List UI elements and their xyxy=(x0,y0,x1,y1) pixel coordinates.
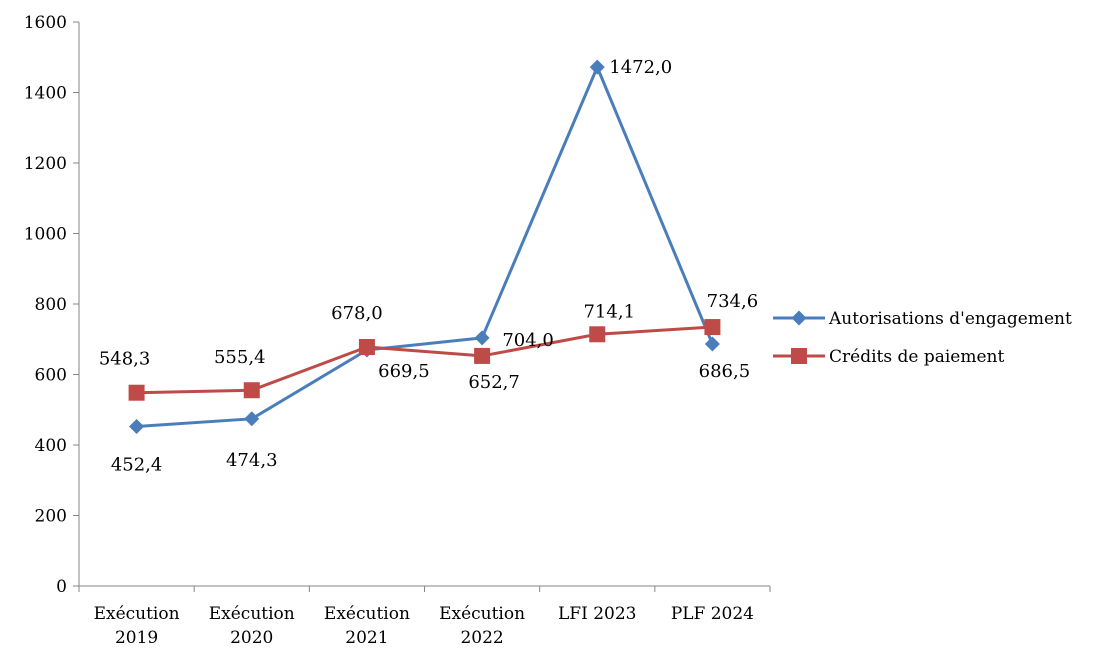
data-label: 1472,0 xyxy=(609,57,672,78)
x-tick-label: LFI 2023 xyxy=(558,604,636,624)
legend-marker xyxy=(791,310,807,326)
y-tick-label: 1400 xyxy=(24,84,67,104)
series-line-cp xyxy=(136,325,713,395)
x-tick-label: Exécution 2022 xyxy=(439,604,525,648)
series-lines xyxy=(128,59,721,435)
x-tick-label: Exécution 2020 xyxy=(209,604,295,648)
y-tick-label: 1600 xyxy=(24,13,67,33)
legend-label: Crédits de paiement xyxy=(829,347,1004,367)
data-point-ae xyxy=(129,419,145,435)
data-label: 548,3 xyxy=(99,349,151,370)
data-point-ae xyxy=(704,336,720,352)
data-label: 686,5 xyxy=(699,361,751,382)
data-label: 714,1 xyxy=(583,301,635,322)
x-tick-label: Exécution 2021 xyxy=(324,604,410,648)
data-point-cp xyxy=(128,384,145,401)
legend-label: Autorisations d'engagement xyxy=(828,309,1072,329)
chart-axes: 0 200 400 600 800 1000 1200 1400 1600 Exécution 20… xyxy=(24,13,771,648)
data-point-cp xyxy=(358,339,375,356)
y-tick-label: 0 xyxy=(56,577,67,597)
x-tick-label: Exécution 2019 xyxy=(94,604,180,648)
y-tick-label: 1000 xyxy=(24,225,67,245)
data-point-cp xyxy=(243,382,260,399)
data-label: 734,6 xyxy=(707,291,759,312)
data-point-ae xyxy=(589,59,605,75)
legend: Autorisations d'engagement Crédits de pai… xyxy=(773,309,1072,367)
y-tick-label: 600 xyxy=(35,366,67,386)
data-label: 555,4 xyxy=(214,347,266,368)
data-point-cp xyxy=(589,326,606,343)
data-label: 678,0 xyxy=(331,303,383,324)
data-label: 704,0 xyxy=(502,330,554,351)
data-point-ae xyxy=(474,330,490,346)
x-tick-label: PLF 2024 xyxy=(671,604,754,624)
series-line-ae xyxy=(136,65,714,429)
data-point-ae xyxy=(244,411,260,427)
y-tick-label: 400 xyxy=(35,436,67,456)
data-label: 452,4 xyxy=(111,455,163,476)
y-tick-label: 200 xyxy=(35,507,67,527)
data-label: 474,3 xyxy=(226,450,278,471)
data-label: 669,5 xyxy=(378,361,430,382)
y-tick-label: 800 xyxy=(35,295,67,315)
data-point-cp xyxy=(704,319,721,336)
data-label: 652,7 xyxy=(468,372,520,393)
legend-marker xyxy=(791,348,807,364)
y-tick-label: 1200 xyxy=(24,154,67,174)
data-point-cp xyxy=(474,347,491,364)
data-labels: 452,4 474,3 669,5 704,0 1472,0 686,5 548,3 555,… xyxy=(99,57,758,475)
